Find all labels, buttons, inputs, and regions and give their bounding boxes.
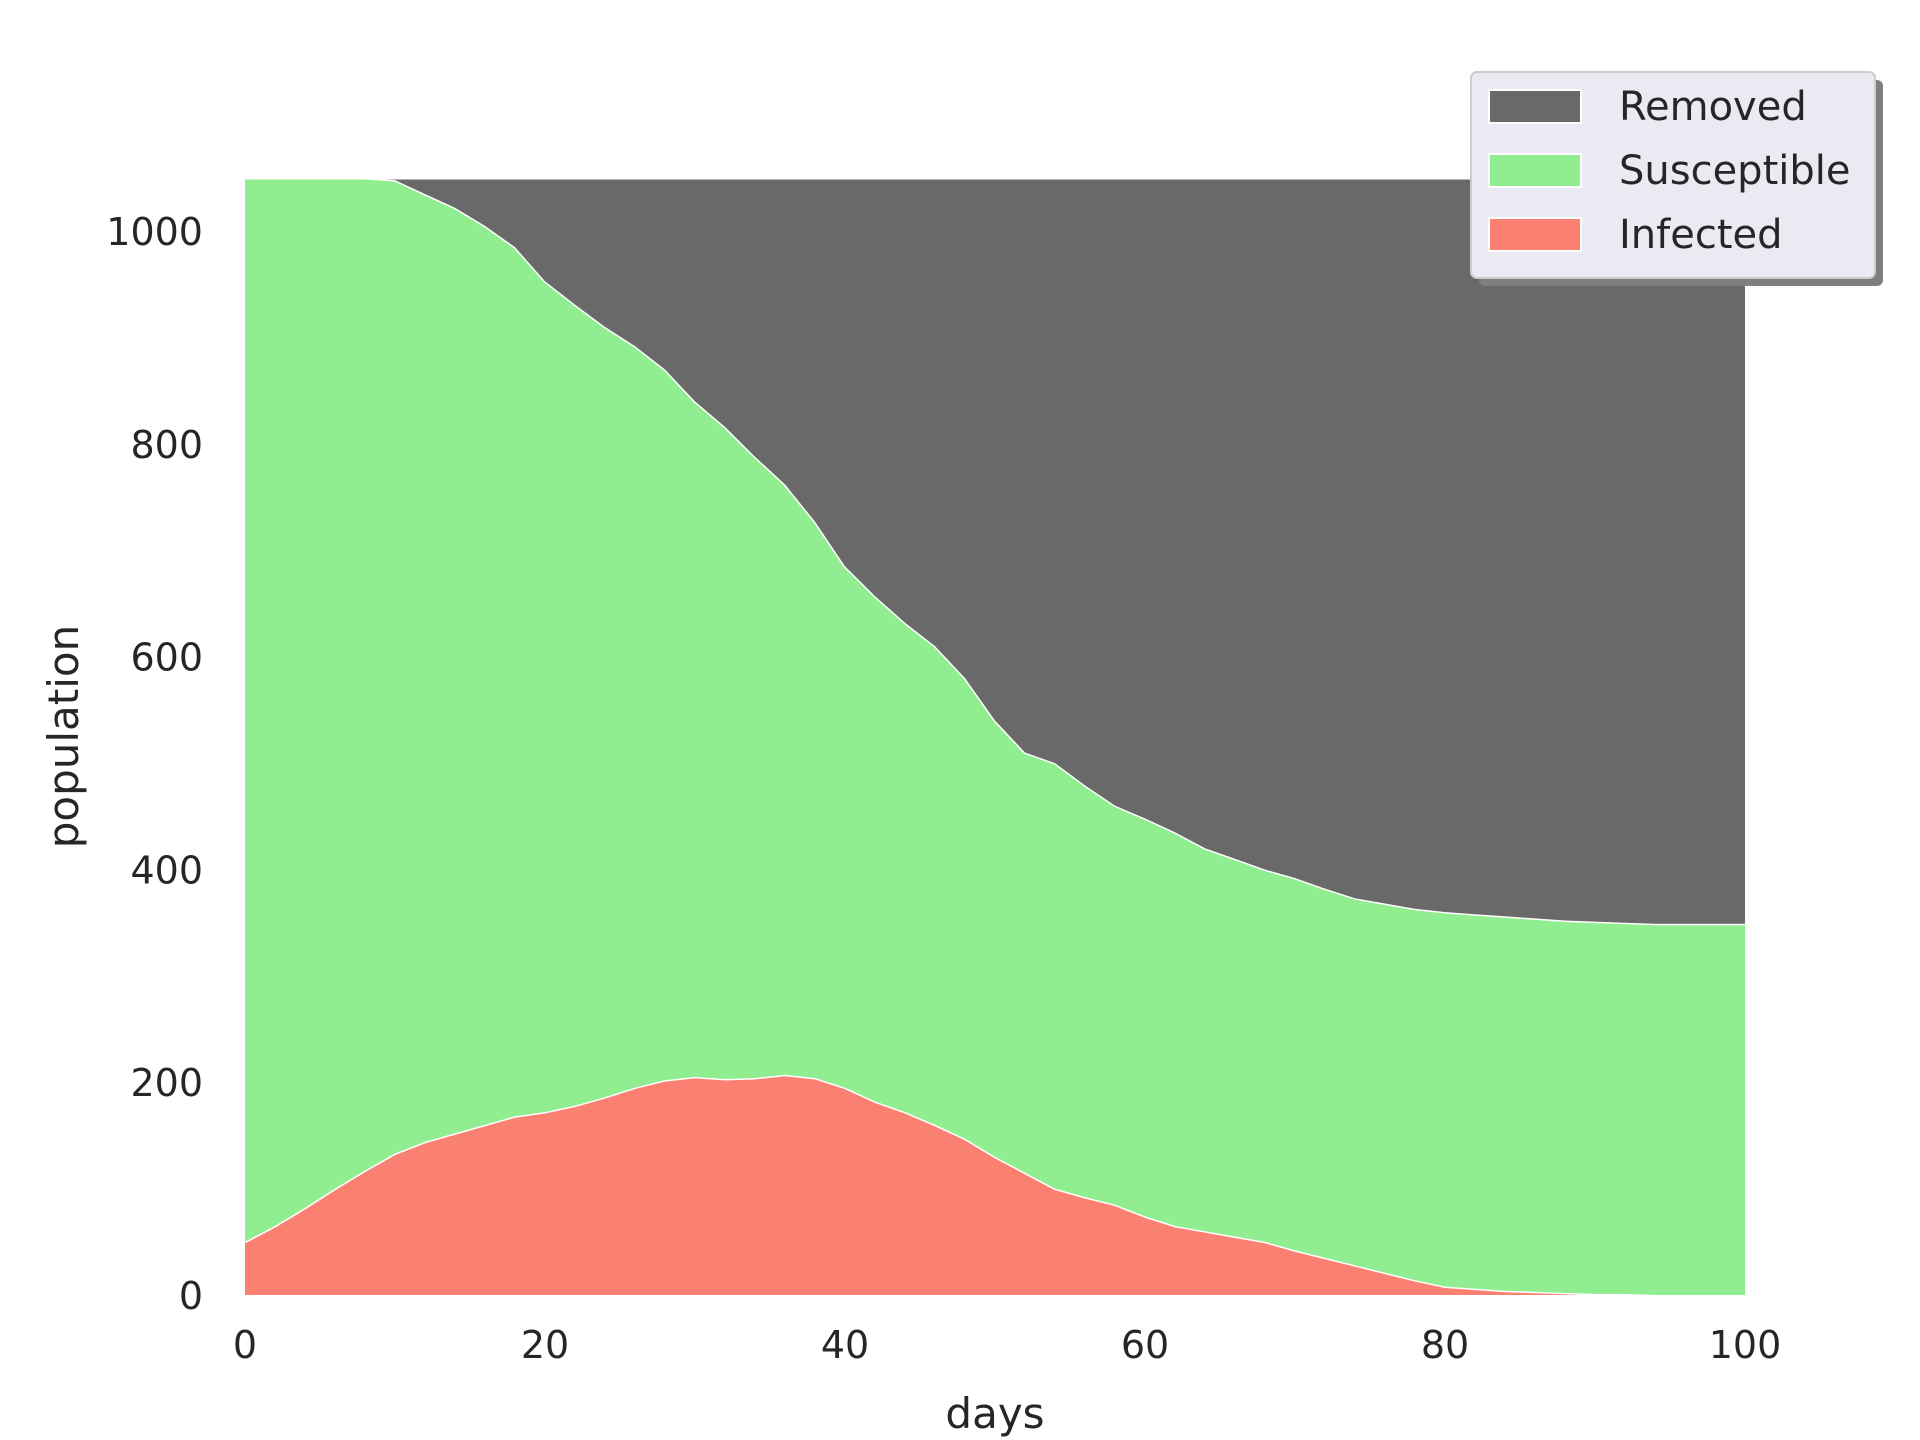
area-removed	[245, 178, 1745, 924]
y-tick-label: 800	[130, 423, 203, 467]
x-axis-ticks: 0 20 40 60 80 100	[233, 1323, 1781, 1367]
x-tick-label: 40	[821, 1323, 869, 1367]
legend-label-infected: Infected	[1619, 212, 1783, 258]
x-tick-label: 20	[521, 1323, 569, 1367]
y-tick-label: 200	[130, 1061, 203, 1105]
legend: Removed Susceptible Infected	[1470, 71, 1883, 286]
y-tick-label: 1000	[106, 210, 203, 254]
legend-swatch-removed	[1488, 89, 1582, 124]
x-axis-label: days	[945, 1389, 1044, 1438]
legend-label-susceptible: Susceptible	[1619, 148, 1850, 194]
y-tick-label: 0	[179, 1274, 203, 1318]
plot-areas	[244, 176, 1745, 1297]
x-tick-label: 60	[1121, 1323, 1169, 1367]
y-tick-label: 600	[130, 636, 203, 680]
x-tick-label: 0	[233, 1323, 257, 1367]
y-axis-label: population	[39, 625, 88, 849]
legend-label-removed: Removed	[1619, 84, 1807, 130]
area-susceptible	[245, 178, 1745, 1295]
area-infected	[245, 1074, 1745, 1295]
y-tick-label: 400	[130, 848, 203, 892]
x-tick-label: 100	[1709, 1323, 1782, 1367]
legend-swatch-infected	[1488, 217, 1582, 252]
x-tick-label: 80	[1421, 1323, 1469, 1367]
legend-swatch-susceptible	[1488, 153, 1582, 188]
y-axis-ticks: 0 200 400 600 800 1000	[106, 210, 203, 1318]
